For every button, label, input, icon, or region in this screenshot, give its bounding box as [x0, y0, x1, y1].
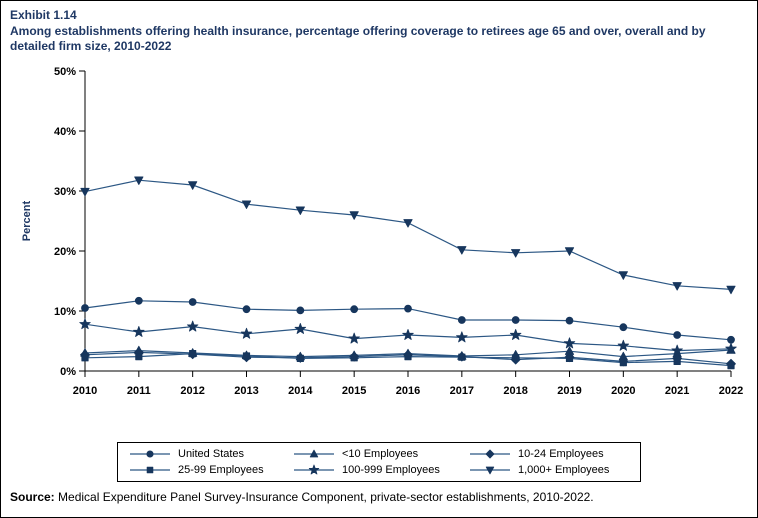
legend-item-1-000-employees: 1,000+ Employees — [468, 463, 630, 477]
svg-text:0%: 0% — [60, 366, 76, 378]
svg-text:2021: 2021 — [665, 385, 689, 397]
svg-text:2015: 2015 — [342, 385, 366, 397]
legend-item-25-99-employees: 25-99 Employees — [128, 463, 278, 477]
source-label: Source: — [10, 490, 55, 504]
source-text: Medical Expenditure Panel Survey-Insuran… — [54, 490, 594, 504]
diamond-marker-icon — [470, 449, 510, 459]
legend-label: 25-99 Employees — [178, 464, 264, 476]
legend-label: 1,000+ Employees — [518, 464, 610, 476]
svg-text:10%: 10% — [54, 306, 76, 318]
svg-text:2010: 2010 — [73, 385, 97, 397]
y-axis: 0% 10% 20% 30% 40% 50% — [54, 66, 85, 378]
x-axis: 2010 2011 2012 2013 2014 2015 2016 2017 2018 2019… — [73, 371, 743, 397]
title-block: Exhibit 1.14 Among establishments offeri… — [10, 8, 752, 55]
y-axis-label: Percent — [21, 200, 33, 241]
svg-text:2011: 2011 — [127, 385, 151, 397]
star-marker-icon — [294, 464, 334, 475]
line-chart: 0%10%20%30%40%50%2010 2011 2012 2013 2014 201… — [21, 66, 743, 397]
legend-label: 100-999 Employees — [342, 464, 440, 476]
source-note: Source: Medical Expenditure Panel Survey… — [10, 490, 752, 504]
svg-text:20%: 20% — [54, 246, 76, 258]
svg-text:2020: 2020 — [611, 385, 635, 397]
square-marker-icon — [130, 466, 170, 474]
series-25-99-employees — [81, 349, 735, 370]
legend-item-10-24-employees: 10-24 Employees — [468, 447, 630, 461]
chart-legend: United States <10 Employees 10-24 Employee… — [117, 442, 641, 482]
legend-item-10-employees: <10 Employees — [292, 447, 454, 461]
svg-text:2018: 2018 — [503, 385, 527, 397]
svg-text:2022: 2022 — [719, 385, 743, 397]
svg-text:2019: 2019 — [557, 385, 581, 397]
series-1-000-employees — [80, 176, 736, 295]
legend-item-100-999-employees: 100-999 Employees — [292, 463, 454, 477]
exhibit-number: Exhibit 1.14 — [10, 8, 77, 22]
series-united-states — [81, 296, 735, 344]
svg-text:50%: 50% — [54, 66, 76, 78]
svg-text:30%: 30% — [54, 186, 76, 198]
svg-text:2012: 2012 — [180, 385, 204, 397]
legend-label: <10 Employees — [342, 448, 419, 460]
series-100-999-employees — [79, 318, 737, 356]
svg-text:2017: 2017 — [450, 385, 474, 397]
circle-marker-icon — [130, 450, 170, 458]
legend-item-united-states: United States — [128, 447, 278, 461]
svg-text:40%: 40% — [54, 126, 76, 138]
svg-text:2013: 2013 — [234, 385, 258, 397]
legend-label: 10-24 Employees — [518, 448, 604, 460]
triangle-up-marker-icon — [294, 449, 334, 458]
svg-text:2014: 2014 — [288, 385, 313, 397]
triangle-down-marker-icon — [470, 466, 510, 475]
legend-label: United States — [178, 448, 245, 460]
exhibit-title: Among establishments offering health ins… — [10, 23, 706, 54]
svg-text:2016: 2016 — [396, 385, 420, 397]
